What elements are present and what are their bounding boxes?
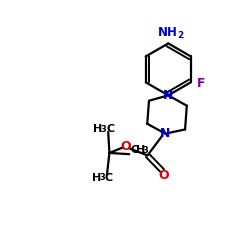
- Text: C: C: [105, 173, 113, 183]
- Text: NH: NH: [158, 26, 178, 39]
- Text: H: H: [136, 146, 145, 156]
- Text: O: O: [158, 169, 169, 182]
- Text: N: N: [160, 127, 170, 140]
- Text: 3: 3: [142, 146, 148, 155]
- Text: 2: 2: [178, 31, 184, 40]
- Text: H: H: [92, 173, 101, 183]
- Text: 3: 3: [100, 173, 105, 182]
- Text: N: N: [162, 89, 173, 102]
- Text: H: H: [93, 124, 102, 134]
- Text: 3: 3: [101, 125, 106, 134]
- Text: F: F: [197, 77, 205, 90]
- Text: C: C: [130, 146, 138, 156]
- Text: O: O: [120, 140, 130, 153]
- Text: C: C: [106, 124, 114, 134]
